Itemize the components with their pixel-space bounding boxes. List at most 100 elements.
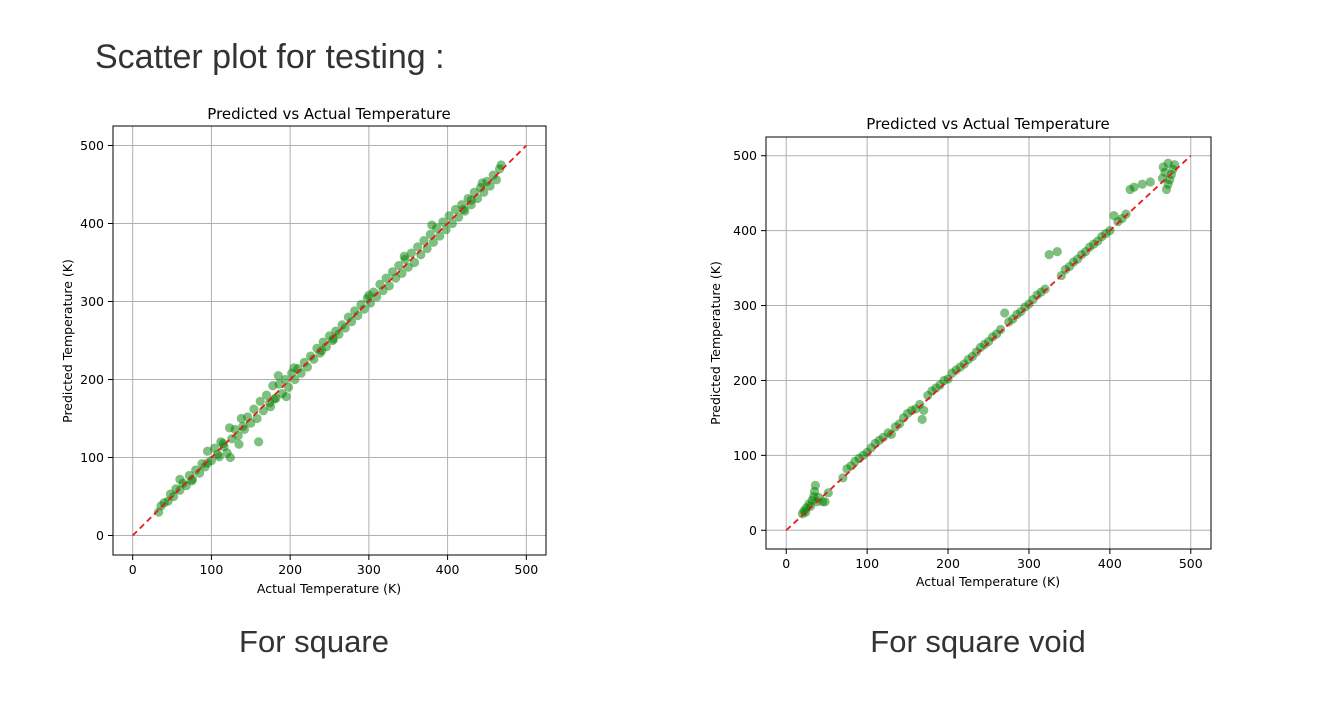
scatter-point bbox=[372, 292, 382, 302]
y-tick-label: 400 bbox=[733, 223, 757, 238]
scatter-point bbox=[274, 379, 284, 389]
scatter-point bbox=[820, 497, 830, 507]
scatter-point bbox=[378, 285, 388, 296]
scatter-point bbox=[438, 217, 448, 227]
scatter-point bbox=[1044, 250, 1054, 260]
scatter-plot-square-void: Predicted vs Actual Temperature Actual T… bbox=[708, 115, 1212, 589]
axis-ticks: 0 100 200 300 400 500 0 100 200 300 400 500 bbox=[733, 148, 1203, 571]
identity-reference-line bbox=[785, 155, 1192, 531]
grid-lines bbox=[113, 126, 546, 555]
scatter-points bbox=[797, 158, 1180, 519]
scatter-point bbox=[202, 458, 213, 468]
scatter-point bbox=[175, 474, 185, 484]
x-tick-label: 400 bbox=[436, 562, 460, 577]
x-tick-label: 100 bbox=[855, 556, 879, 571]
y-tick-label: 200 bbox=[733, 373, 757, 388]
scatter-point bbox=[261, 390, 272, 400]
scatter-point bbox=[441, 225, 451, 235]
scatter-point bbox=[1000, 308, 1010, 318]
scatter-point bbox=[252, 413, 262, 424]
y-axis-label: Predicted Temperature (K) bbox=[60, 259, 75, 423]
scatter-point bbox=[265, 402, 276, 412]
scatter-point bbox=[1052, 247, 1062, 257]
scatter-point bbox=[917, 414, 927, 425]
scatter-point bbox=[886, 429, 897, 439]
scatter-point bbox=[1040, 284, 1050, 294]
caption-square: For square bbox=[239, 624, 389, 659]
y-tick-label: 500 bbox=[80, 138, 104, 153]
y-tick-label: 0 bbox=[96, 528, 104, 543]
x-tick-label: 300 bbox=[357, 562, 381, 577]
x-tick-label: 500 bbox=[1179, 556, 1203, 571]
scatter-point bbox=[280, 374, 291, 385]
scatter-point bbox=[485, 181, 495, 191]
scatter-point bbox=[359, 304, 369, 314]
scatter-point bbox=[269, 394, 279, 404]
chart-title: Predicted vs Actual Temperature bbox=[207, 105, 450, 123]
scatter-point bbox=[214, 452, 224, 462]
scatter-point bbox=[450, 204, 461, 215]
chart-square-void: Predicted vs Actual Temperature Actual T… bbox=[708, 110, 1218, 595]
x-tick-label: 100 bbox=[199, 562, 223, 577]
y-tick-label: 200 bbox=[80, 372, 104, 387]
scatter-point bbox=[919, 405, 929, 416]
y-axis-label: Predicted Temperature (K) bbox=[708, 261, 723, 425]
y-tick-label: 300 bbox=[80, 294, 104, 309]
scatter-point bbox=[823, 488, 833, 498]
scatter-point bbox=[281, 392, 291, 402]
scatter-point bbox=[381, 273, 391, 283]
x-tick-label: 300 bbox=[1017, 556, 1041, 571]
scatter-point bbox=[409, 257, 420, 268]
scatter-point bbox=[391, 273, 401, 283]
x-tick-label: 200 bbox=[278, 562, 302, 577]
scatter-point bbox=[317, 346, 327, 356]
scatter-point bbox=[346, 317, 357, 327]
x-axis-label: Actual Temperature (K) bbox=[916, 574, 1060, 589]
scatter-point bbox=[427, 220, 437, 230]
scatter-point bbox=[996, 324, 1006, 335]
scatter-point bbox=[399, 251, 409, 261]
scatter-point bbox=[225, 452, 235, 463]
scatter-point bbox=[353, 310, 363, 321]
scatter-plot-square: Predicted vs Actual Temperature Actual T… bbox=[60, 105, 547, 596]
scatter-point bbox=[1121, 209, 1131, 219]
scatter-point bbox=[365, 298, 376, 308]
y-tick-label: 0 bbox=[749, 523, 757, 538]
scatter-point bbox=[425, 229, 435, 240]
x-tick-label: 200 bbox=[936, 556, 960, 571]
scatter-point bbox=[273, 371, 283, 381]
slide-heading: Scatter plot for testing : bbox=[95, 38, 445, 76]
scatter-point bbox=[1129, 182, 1139, 192]
scatter-point bbox=[406, 248, 416, 258]
x-tick-label: 400 bbox=[1098, 556, 1122, 571]
scatter-point bbox=[1145, 177, 1155, 187]
x-axis-label: Actual Temperature (K) bbox=[257, 581, 401, 596]
scatter-point bbox=[302, 362, 313, 372]
scatter-point bbox=[249, 404, 259, 414]
grid-lines bbox=[766, 137, 1211, 549]
scatter-point bbox=[1137, 179, 1147, 189]
scatter-point bbox=[1158, 162, 1168, 172]
plot-frame bbox=[765, 136, 1212, 550]
x-tick-label: 0 bbox=[129, 562, 137, 577]
axis-ticks: 0 100 200 300 400 500 0 100 200 300 400 500 bbox=[80, 138, 538, 577]
scatter-point bbox=[340, 323, 350, 333]
identity-reference-line bbox=[132, 144, 527, 537]
scatter-point bbox=[289, 363, 299, 373]
scatter-point bbox=[491, 175, 502, 185]
scatter-point bbox=[202, 446, 213, 456]
x-tick-label: 500 bbox=[514, 562, 538, 577]
x-tick-label: 0 bbox=[782, 556, 790, 571]
caption-square-void: For square void bbox=[870, 624, 1086, 659]
scatter-point bbox=[444, 211, 454, 221]
scatter-point bbox=[435, 231, 445, 241]
y-tick-label: 100 bbox=[80, 450, 104, 465]
scatter-point bbox=[458, 204, 468, 215]
scatter-point bbox=[364, 290, 374, 300]
scatter-point bbox=[283, 382, 294, 392]
y-tick-label: 100 bbox=[733, 448, 757, 463]
scatter-point bbox=[234, 439, 244, 449]
scatter-point bbox=[309, 354, 319, 364]
scatter-point bbox=[255, 396, 265, 406]
y-tick-label: 500 bbox=[733, 148, 757, 163]
